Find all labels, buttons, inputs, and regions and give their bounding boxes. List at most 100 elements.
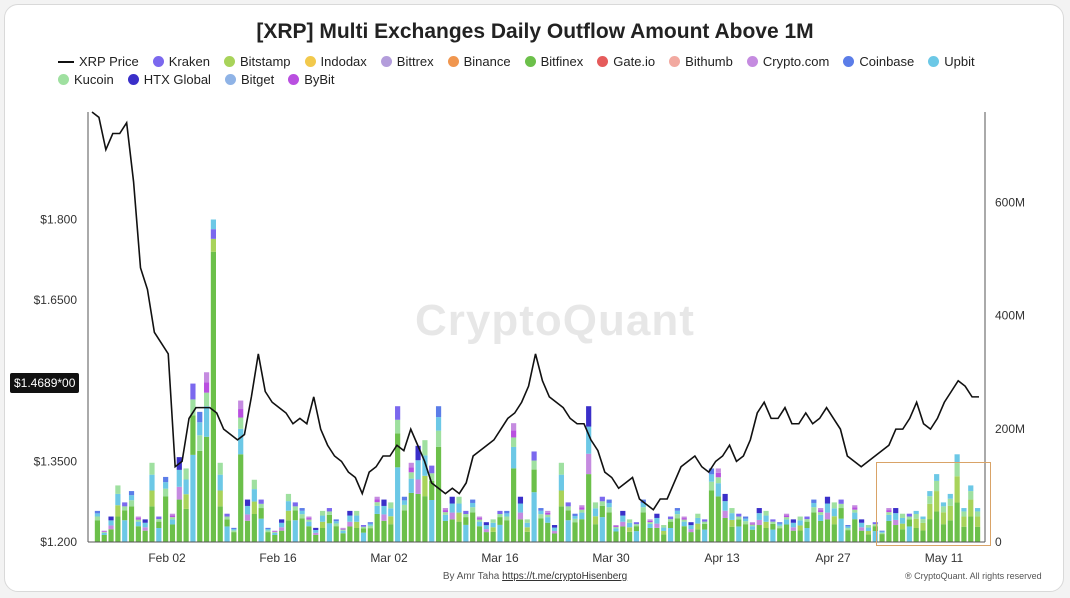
bar-segment[interactable] (101, 532, 107, 533)
bar-segment[interactable] (319, 515, 326, 522)
bar-segment[interactable] (517, 519, 524, 542)
bar-segment[interactable] (354, 528, 360, 542)
bar-segment[interactable] (715, 472, 721, 478)
bar-segment[interactable] (954, 476, 960, 503)
bar-segment[interactable] (838, 508, 844, 519)
bar-segment[interactable] (272, 530, 278, 532)
bar-segment[interactable] (511, 423, 517, 431)
bar-segment[interactable] (306, 521, 312, 527)
bar-segment[interactable] (708, 474, 715, 482)
bar-segment[interactable] (415, 445, 421, 461)
bar-segment[interactable] (210, 219, 216, 230)
bar-segment[interactable] (667, 519, 674, 522)
bar-segment[interactable] (326, 508, 332, 512)
bar-segment[interactable] (524, 527, 530, 532)
bar-segment[interactable] (183, 468, 189, 480)
bar-segment[interactable] (886, 508, 892, 511)
bar-segment[interactable] (244, 505, 251, 515)
bar-segment[interactable] (661, 534, 667, 542)
bar-segment[interactable] (128, 495, 135, 501)
bar-segment[interactable] (824, 519, 831, 542)
bar-segment[interactable] (852, 507, 858, 510)
bar-segment[interactable] (395, 467, 401, 542)
bar-segment[interactable] (279, 530, 285, 542)
bar-segment[interactable] (231, 527, 237, 529)
bar-segment[interactable] (476, 516, 483, 519)
bar-segment[interactable] (756, 513, 762, 520)
bar-segment[interactable] (163, 496, 169, 542)
bar-segment[interactable] (770, 523, 776, 530)
bar-segment[interactable] (347, 510, 353, 516)
bar-segment[interactable] (408, 462, 414, 468)
bar-segment[interactable] (804, 516, 810, 520)
bar-segment[interactable] (128, 500, 135, 507)
bar-segment[interactable] (749, 526, 756, 530)
bar-segment[interactable] (183, 508, 189, 542)
bar-segment[interactable] (251, 489, 257, 502)
bar-segment[interactable] (524, 519, 530, 523)
bar-segment[interactable] (558, 490, 564, 507)
bar-segment[interactable] (579, 505, 585, 508)
bar-segment[interactable] (490, 519, 496, 523)
bar-segment[interactable] (197, 435, 203, 451)
legend-item-bybit[interactable]: ByBit (288, 72, 335, 87)
bar-segment[interactable] (783, 519, 790, 525)
bar-segment[interactable] (272, 532, 278, 535)
bar-segment[interactable] (538, 518, 544, 542)
bar-segment[interactable] (142, 519, 148, 523)
bar-segment[interactable] (975, 508, 981, 512)
bar-segment[interactable] (470, 512, 476, 542)
bar-segment[interactable] (872, 524, 878, 527)
bar-segment[interactable] (586, 406, 592, 427)
bar-segment[interactable] (879, 531, 885, 533)
bar-segment[interactable] (258, 518, 264, 542)
bar-segment[interactable] (736, 516, 742, 520)
bar-segment[interactable] (620, 510, 626, 516)
bar-segment[interactable] (627, 527, 633, 532)
bar-segment[interactable] (347, 526, 353, 542)
bar-segment[interactable] (934, 511, 940, 542)
bar-segment[interactable] (435, 406, 442, 418)
bar-segment[interactable] (586, 474, 592, 542)
bar-segment[interactable] (122, 506, 128, 511)
bar-segment[interactable] (667, 528, 674, 542)
bar-segment[interactable] (156, 528, 162, 542)
bar-segment[interactable] (169, 519, 176, 525)
bar-segment[interactable] (620, 526, 626, 542)
bar-segment[interactable] (401, 504, 408, 511)
bar-segment[interactable] (640, 512, 646, 542)
bar-segment[interactable] (886, 512, 892, 515)
bar-segment[interactable] (395, 419, 401, 434)
bar-segment[interactable] (442, 508, 448, 511)
bar-segment[interactable] (422, 475, 428, 497)
bar-segment[interactable] (824, 496, 831, 504)
bar-segment[interactable] (374, 496, 380, 500)
bar-segment[interactable] (265, 528, 271, 531)
bar-segment[interactable] (599, 517, 605, 542)
legend-item-kraken[interactable]: Kraken (152, 54, 210, 69)
bar-segment[interactable] (360, 526, 367, 529)
bar-segment[interactable] (975, 526, 981, 542)
legend-item-gate-io[interactable]: Gate.io (597, 54, 655, 69)
bar-segment[interactable] (783, 524, 790, 542)
bar-segment[interactable] (381, 514, 387, 521)
bar-segment[interactable] (497, 517, 503, 525)
bar-segment[interactable] (586, 426, 592, 454)
bar-segment[interactable] (374, 513, 380, 542)
bar-segment[interactable] (893, 513, 899, 520)
bar-segment[interactable] (627, 519, 633, 523)
bar-segment[interactable] (476, 526, 483, 542)
bar-segment[interactable] (456, 496, 462, 504)
bar-segment[interactable] (572, 518, 578, 523)
bar-segment[interactable] (163, 476, 169, 483)
bar-segment[interactable] (879, 530, 885, 532)
bar-segment[interactable] (906, 513, 912, 517)
bar-segment[interactable] (654, 513, 660, 518)
bar-segment[interactable] (756, 525, 762, 542)
bar-segment[interactable] (442, 520, 448, 542)
bar-segment[interactable] (599, 496, 605, 502)
bar-segment[interactable] (244, 499, 251, 506)
bar-segment[interactable] (722, 510, 728, 518)
bar-segment[interactable] (408, 472, 414, 479)
bar-segment[interactable] (265, 527, 271, 529)
